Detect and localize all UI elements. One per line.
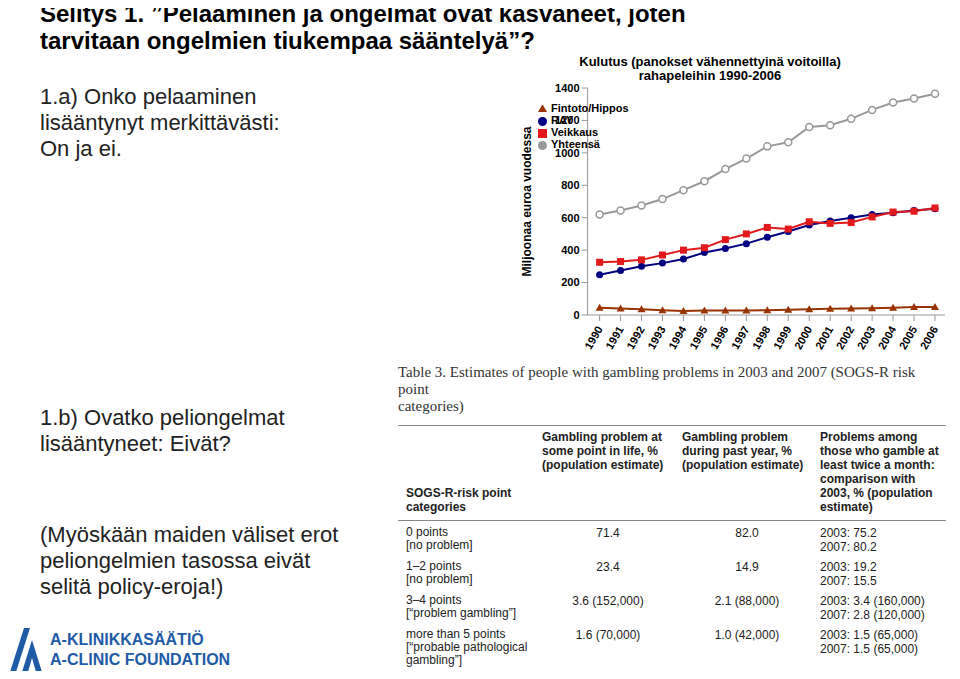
svg-text:1991: 1991 xyxy=(603,324,626,351)
svg-text:1999: 1999 xyxy=(771,324,794,351)
svg-text:1000: 1000 xyxy=(555,147,579,159)
svg-text:600: 600 xyxy=(561,212,579,224)
svg-text:2004: 2004 xyxy=(876,323,899,351)
svg-text:1200: 1200 xyxy=(555,114,579,126)
svg-text:1998: 1998 xyxy=(750,324,773,351)
svg-text:Miljoonaa euroa vuodessa: Miljoonaa euroa vuodessa xyxy=(520,126,534,276)
svg-text:1990: 1990 xyxy=(582,324,605,351)
svg-text:200: 200 xyxy=(561,276,579,288)
svg-text:2003: 2003 xyxy=(855,324,878,351)
svg-text:1400: 1400 xyxy=(555,82,579,94)
svg-text:1996: 1996 xyxy=(708,324,731,351)
svg-text:1992: 1992 xyxy=(624,324,647,351)
svg-text:2005: 2005 xyxy=(897,324,920,351)
svg-text:1995: 1995 xyxy=(687,324,710,351)
svg-text:2006: 2006 xyxy=(918,324,941,351)
svg-text:1993: 1993 xyxy=(645,324,668,351)
svg-text:2001: 2001 xyxy=(813,324,836,351)
svg-text:1997: 1997 xyxy=(729,324,752,351)
svg-text:2000: 2000 xyxy=(792,324,815,351)
svg-text:2002: 2002 xyxy=(834,324,857,351)
svg-text:1994: 1994 xyxy=(666,323,689,351)
svg-text:0: 0 xyxy=(573,309,579,321)
svg-text:400: 400 xyxy=(561,244,579,256)
svg-text:800: 800 xyxy=(561,179,579,191)
